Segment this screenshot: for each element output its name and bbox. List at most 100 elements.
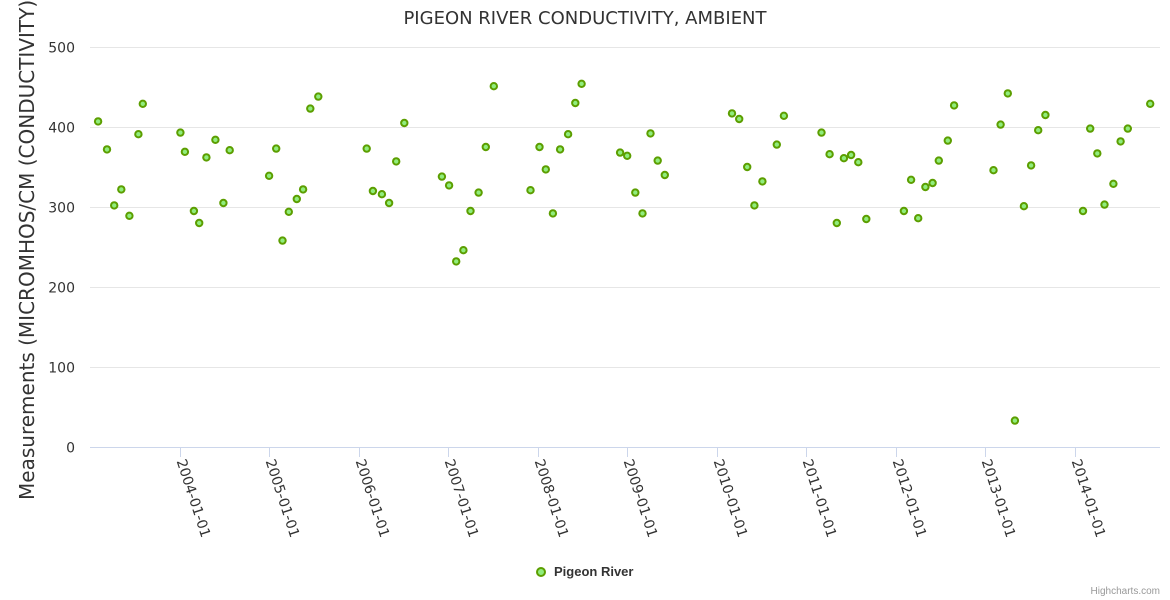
legend[interactable]: Pigeon River (536, 564, 633, 579)
data-point[interactable] (928, 178, 937, 188)
data-point[interactable] (1100, 200, 1109, 209)
data-point[interactable] (526, 186, 535, 195)
data-point[interactable] (1034, 126, 1043, 135)
data-point[interactable] (1019, 202, 1029, 211)
data-point[interactable] (1123, 124, 1133, 133)
data-point[interactable] (1041, 110, 1050, 120)
data-point[interactable] (750, 201, 759, 210)
data-point[interactable] (541, 165, 550, 174)
series-pigeon-river (93, 79, 1155, 425)
x-tick-label: 2010-01-01 (710, 457, 750, 539)
y-tick-label: 100 (48, 361, 75, 377)
data-point[interactable] (459, 246, 468, 255)
data-point[interactable] (225, 146, 234, 155)
data-point[interactable] (899, 206, 909, 216)
data-point[interactable] (758, 177, 767, 186)
data-point[interactable] (176, 128, 185, 137)
data-point[interactable] (563, 130, 573, 139)
data-point[interactable] (1086, 124, 1095, 133)
x-tick-label: 2006-01-01 (352, 457, 392, 539)
data-point[interactable] (384, 198, 394, 208)
data-point[interactable] (1003, 89, 1012, 98)
data-point[interactable] (362, 144, 371, 153)
legend-item-pigeon-river[interactable]: Pigeon River (554, 564, 633, 579)
data-point[interactable] (292, 194, 301, 204)
data-point[interactable] (314, 92, 323, 101)
data-point[interactable] (832, 218, 841, 228)
data-point[interactable] (817, 128, 826, 137)
data-point[interactable] (906, 175, 916, 185)
data-point[interactable] (1109, 179, 1118, 189)
data-point[interactable] (934, 156, 943, 165)
data-point[interactable] (306, 104, 315, 113)
data-point[interactable] (1078, 206, 1088, 216)
data-point[interactable] (846, 150, 856, 160)
data-point[interactable] (548, 209, 558, 218)
data-point[interactable] (189, 206, 199, 216)
data-point[interactable] (839, 154, 849, 163)
data-point[interactable] (117, 185, 126, 194)
data-point[interactable] (180, 147, 190, 157)
data-point[interactable] (481, 142, 490, 152)
data-point[interactable] (489, 82, 498, 91)
data-point[interactable] (735, 114, 744, 124)
data-point[interactable] (615, 148, 625, 157)
data-point[interactable] (102, 145, 112, 154)
data-point[interactable] (646, 129, 655, 138)
y-tick-label: 400 (48, 121, 75, 137)
data-point[interactable] (377, 190, 387, 199)
y-tick-label: 0 (66, 441, 75, 457)
data-point[interactable] (202, 153, 211, 162)
data-point[interactable] (298, 185, 308, 194)
data-point[interactable] (660, 170, 669, 180)
data-point[interactable] (631, 188, 640, 197)
data-point[interactable] (1146, 99, 1155, 109)
data-point[interactable] (368, 186, 378, 196)
data-point[interactable] (989, 166, 998, 175)
data-point[interactable] (1093, 149, 1102, 158)
data-point[interactable] (134, 130, 143, 139)
data-point[interactable] (638, 209, 647, 218)
data-point[interactable] (195, 218, 204, 228)
credits-link[interactable]: Highcharts.com (1091, 586, 1160, 597)
data-point[interactable] (110, 201, 119, 210)
data-point[interactable] (466, 206, 475, 216)
data-point[interactable] (1026, 161, 1036, 170)
data-point[interactable] (278, 236, 287, 245)
data-point[interactable] (862, 214, 871, 224)
data-point[interactable] (779, 111, 789, 121)
data-point[interactable] (437, 172, 447, 181)
data-point[interactable] (125, 211, 134, 221)
data-point[interactable] (392, 157, 401, 166)
data-point[interactable] (535, 142, 544, 152)
data-point[interactable] (211, 135, 220, 145)
data-point[interactable] (577, 79, 586, 89)
data-point[interactable] (727, 109, 737, 118)
data-point[interactable] (943, 136, 952, 145)
data-point[interactable] (138, 99, 148, 109)
data-point[interactable] (571, 98, 580, 108)
x-tick-label: 2013-01-01 (978, 457, 1018, 539)
data-point[interactable] (474, 188, 483, 197)
data-point[interactable] (555, 145, 565, 154)
data-point[interactable] (93, 117, 103, 126)
data-point[interactable] (653, 156, 662, 165)
data-point[interactable] (854, 158, 863, 167)
data-point[interactable] (914, 214, 923, 223)
data-point[interactable] (743, 162, 752, 172)
data-point[interactable] (921, 182, 930, 192)
data-point[interactable] (444, 181, 454, 190)
data-point[interactable] (949, 101, 959, 110)
data-point[interactable] (284, 207, 293, 217)
data-point[interactable] (772, 140, 781, 149)
data-point[interactable] (1010, 416, 1020, 425)
data-point[interactable] (996, 120, 1005, 129)
data-point[interactable] (219, 198, 228, 208)
data-point[interactable] (264, 171, 274, 181)
data-point[interactable] (452, 257, 461, 266)
data-point[interactable] (272, 144, 281, 153)
data-point[interactable] (623, 151, 632, 161)
data-point[interactable] (825, 150, 834, 159)
data-point[interactable] (1116, 137, 1125, 146)
data-point[interactable] (400, 118, 409, 128)
